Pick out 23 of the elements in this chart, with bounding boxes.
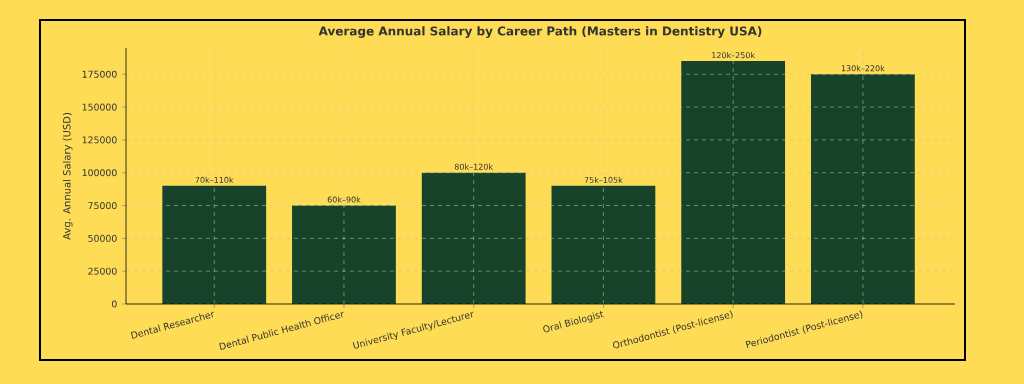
y-axis-title: Avg. Annual Salary (USD) [62,113,73,240]
bar [551,185,656,304]
bar [681,61,786,304]
annotation: 130k–220k [841,65,885,72]
annotation: 75k–105k [584,176,623,183]
y-tick-label: 100000 [82,169,117,177]
y-tick-label: 125000 [82,136,117,144]
annotation: 120k–250k [712,51,756,59]
x-tick-label: Dental Public Health Officer [219,311,344,350]
y-tick-label: 175000 [82,70,117,78]
y-tick-label: 25000 [88,267,117,275]
bar [811,74,915,304]
annotation: 70k–110k [195,176,234,183]
y-tick-label: 50000 [88,234,117,242]
bar [421,172,526,304]
bar [292,205,396,304]
y-tick-label: 75000 [88,202,117,210]
y-tick-label: 0 [111,300,117,308]
annotation: 60k–90k [327,196,361,203]
annotation: 80k–120k [454,163,494,170]
chart-title: Average Annual Salary by Career Path (Masters in Dentistry USA) [318,26,762,38]
y-tick-label: 150000 [82,103,117,111]
bar [162,185,267,304]
